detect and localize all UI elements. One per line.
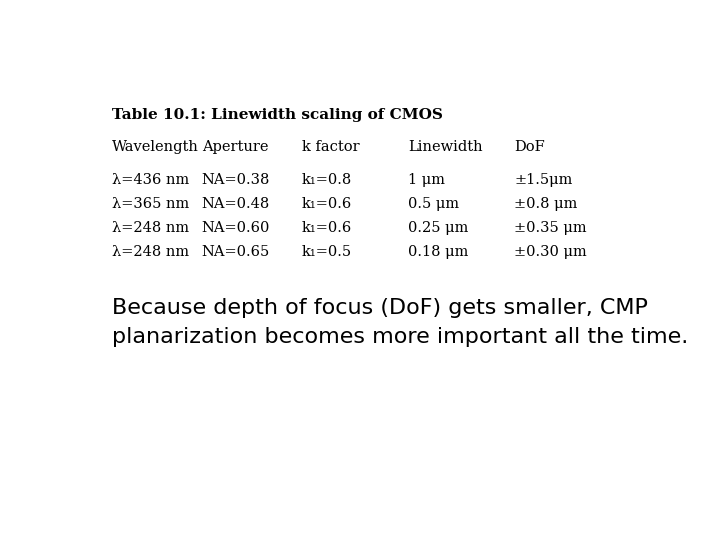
Text: DoF: DoF bbox=[514, 140, 545, 154]
Text: k₁=0.5: k₁=0.5 bbox=[302, 245, 352, 259]
Text: λ=248 nm: λ=248 nm bbox=[112, 221, 189, 235]
Text: λ=436 nm: λ=436 nm bbox=[112, 173, 189, 187]
Text: λ=248 nm: λ=248 nm bbox=[112, 245, 189, 259]
Text: ±0.35 μm: ±0.35 μm bbox=[514, 221, 587, 235]
Text: k₁=0.6: k₁=0.6 bbox=[302, 221, 352, 235]
Text: Linewidth: Linewidth bbox=[408, 140, 482, 154]
Text: Aperture: Aperture bbox=[202, 140, 268, 154]
Text: NA=0.60: NA=0.60 bbox=[202, 221, 270, 235]
Text: Wavelength: Wavelength bbox=[112, 140, 199, 154]
Text: Because depth of focus (DoF) gets smaller, CMP: Because depth of focus (DoF) gets smalle… bbox=[112, 298, 648, 318]
Text: ±1.5μm: ±1.5μm bbox=[514, 173, 572, 187]
Text: 0.25 μm: 0.25 μm bbox=[408, 221, 469, 235]
Text: NA=0.65: NA=0.65 bbox=[202, 245, 270, 259]
Text: Table 10.1: Linewidth scaling of CMOS: Table 10.1: Linewidth scaling of CMOS bbox=[112, 109, 444, 123]
Text: k₁=0.6: k₁=0.6 bbox=[302, 197, 352, 211]
Text: 0.5 μm: 0.5 μm bbox=[408, 197, 459, 211]
Text: planarization becomes more important all the time.: planarization becomes more important all… bbox=[112, 327, 688, 347]
Text: NA=0.38: NA=0.38 bbox=[202, 173, 270, 187]
Text: λ=365 nm: λ=365 nm bbox=[112, 197, 189, 211]
Text: 1 μm: 1 μm bbox=[408, 173, 445, 187]
Text: k₁=0.8: k₁=0.8 bbox=[302, 173, 352, 187]
Text: ±0.8 μm: ±0.8 μm bbox=[514, 197, 577, 211]
Text: ±0.30 μm: ±0.30 μm bbox=[514, 245, 587, 259]
Text: NA=0.48: NA=0.48 bbox=[202, 197, 270, 211]
Text: 0.18 μm: 0.18 μm bbox=[408, 245, 469, 259]
Text: k factor: k factor bbox=[302, 140, 360, 154]
